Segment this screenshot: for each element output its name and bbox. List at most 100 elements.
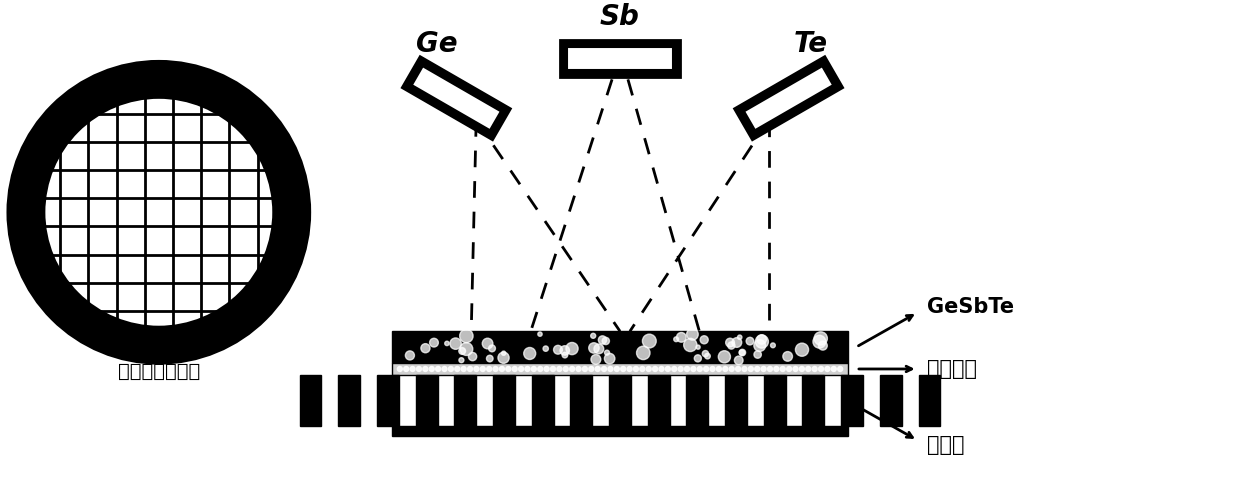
Polygon shape: [744, 66, 833, 130]
Circle shape: [754, 351, 761, 358]
Circle shape: [691, 366, 696, 371]
Circle shape: [704, 353, 711, 359]
Circle shape: [658, 366, 663, 371]
Circle shape: [818, 341, 827, 350]
Circle shape: [746, 337, 754, 345]
Circle shape: [494, 366, 498, 371]
Circle shape: [459, 347, 465, 354]
Circle shape: [794, 366, 799, 371]
Circle shape: [599, 336, 606, 344]
Bar: [339, 375, 360, 427]
Circle shape: [404, 366, 409, 371]
Circle shape: [604, 353, 615, 364]
Circle shape: [523, 347, 536, 360]
Circle shape: [815, 332, 827, 345]
Bar: [560, 40, 680, 77]
Circle shape: [486, 355, 494, 362]
Bar: [764, 375, 786, 427]
Circle shape: [420, 344, 430, 353]
Circle shape: [687, 329, 698, 340]
Circle shape: [429, 366, 434, 371]
Circle shape: [441, 366, 446, 371]
Circle shape: [544, 366, 549, 371]
Text: 碳支持膜铜载网: 碳支持膜铜载网: [118, 362, 200, 381]
Circle shape: [469, 352, 476, 361]
Bar: [300, 375, 321, 427]
Bar: [919, 375, 940, 427]
Circle shape: [703, 366, 708, 371]
Circle shape: [435, 366, 440, 371]
Circle shape: [532, 366, 537, 371]
Circle shape: [697, 366, 702, 371]
Circle shape: [589, 366, 594, 371]
Circle shape: [723, 366, 728, 371]
Circle shape: [701, 336, 708, 344]
Circle shape: [818, 366, 823, 371]
Circle shape: [694, 355, 702, 362]
Circle shape: [583, 366, 588, 371]
Circle shape: [717, 366, 722, 371]
Bar: [802, 375, 825, 427]
Text: Ge: Ge: [415, 30, 458, 58]
Circle shape: [29, 81, 290, 343]
Circle shape: [678, 366, 683, 371]
Bar: [841, 375, 863, 427]
Circle shape: [565, 343, 578, 355]
Circle shape: [725, 338, 734, 347]
Circle shape: [768, 366, 773, 371]
Circle shape: [460, 329, 474, 343]
Circle shape: [739, 349, 745, 356]
Bar: [532, 375, 553, 427]
Circle shape: [621, 366, 626, 371]
Circle shape: [603, 337, 609, 345]
Circle shape: [642, 334, 656, 348]
Circle shape: [683, 338, 697, 351]
Bar: [725, 375, 746, 427]
Bar: [392, 427, 848, 436]
Circle shape: [813, 335, 826, 348]
Circle shape: [589, 343, 599, 353]
Text: 碳支持膜: 碳支持膜: [928, 359, 977, 379]
Circle shape: [711, 366, 715, 371]
Polygon shape: [402, 57, 511, 139]
Bar: [454, 375, 476, 427]
Circle shape: [417, 366, 422, 371]
Bar: [392, 331, 848, 363]
Circle shape: [795, 343, 808, 356]
Circle shape: [594, 344, 604, 354]
Circle shape: [459, 358, 464, 363]
Bar: [570, 375, 593, 427]
Circle shape: [480, 366, 485, 371]
Circle shape: [812, 366, 817, 371]
Circle shape: [735, 366, 740, 371]
Circle shape: [604, 350, 610, 355]
Text: 铜载网: 铜载网: [928, 435, 965, 455]
Circle shape: [557, 366, 562, 371]
Circle shape: [672, 366, 677, 371]
Circle shape: [498, 352, 510, 364]
Circle shape: [461, 366, 466, 371]
Circle shape: [755, 335, 769, 348]
Circle shape: [732, 338, 742, 347]
Circle shape: [455, 366, 460, 371]
Bar: [494, 375, 515, 427]
Circle shape: [423, 366, 428, 371]
Bar: [415, 375, 438, 427]
Circle shape: [646, 366, 651, 371]
Circle shape: [838, 366, 843, 371]
Circle shape: [562, 352, 568, 358]
Circle shape: [467, 366, 472, 371]
Circle shape: [734, 356, 743, 364]
Circle shape: [636, 346, 650, 360]
Circle shape: [577, 366, 582, 371]
Circle shape: [501, 351, 506, 355]
Circle shape: [563, 366, 568, 371]
Bar: [687, 375, 708, 427]
Circle shape: [486, 366, 491, 371]
Circle shape: [739, 350, 745, 355]
Circle shape: [591, 354, 601, 364]
Bar: [568, 47, 672, 70]
Bar: [880, 375, 901, 427]
Circle shape: [749, 366, 754, 371]
Circle shape: [728, 342, 735, 349]
